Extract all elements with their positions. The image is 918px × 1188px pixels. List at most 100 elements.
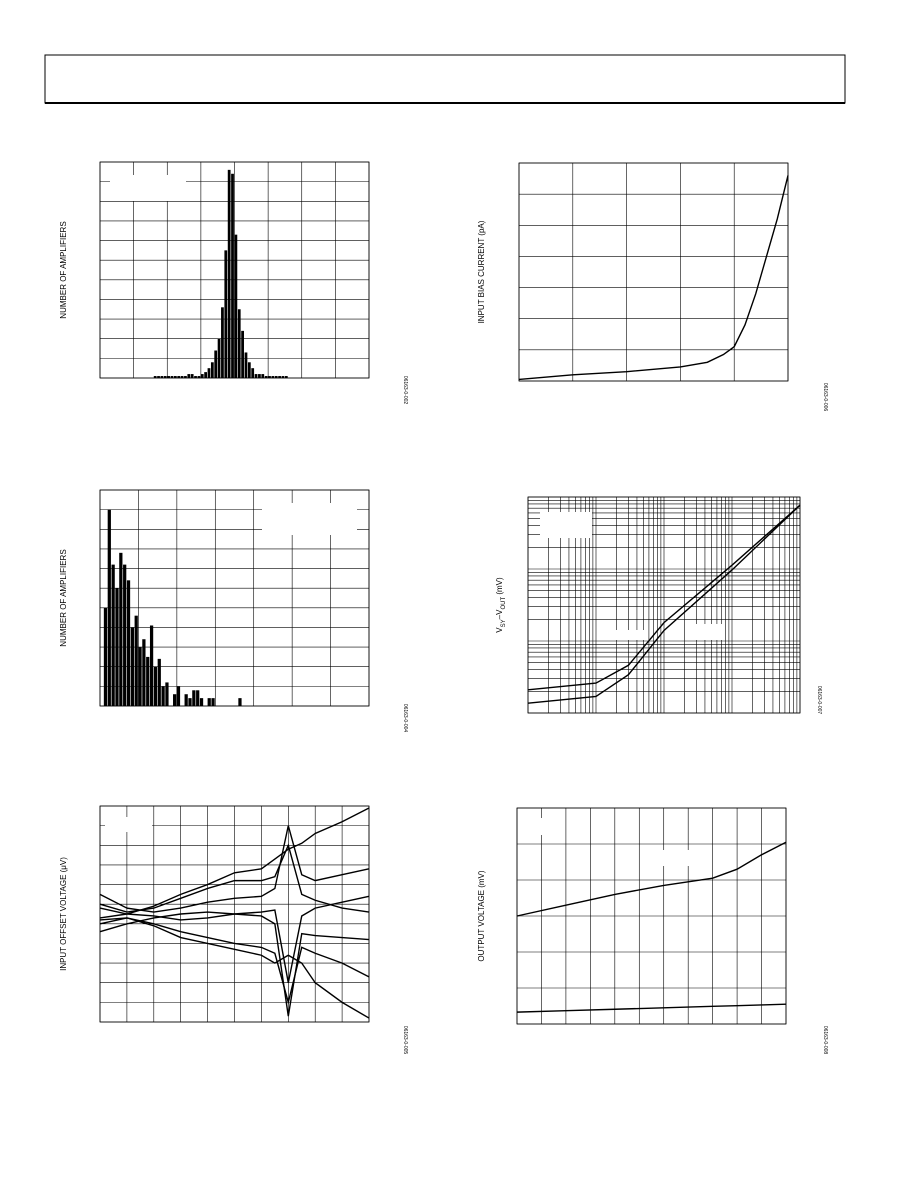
histogram-bar	[264, 376, 268, 378]
data-line	[99, 807, 370, 915]
histogram-bar	[244, 352, 248, 378]
data-line	[99, 917, 370, 1006]
data-line	[527, 504, 801, 691]
histogram-bar	[238, 698, 242, 706]
y-axis-label: VSY–VOUT (mV)	[495, 577, 507, 633]
legend-box	[105, 817, 152, 832]
data-line	[99, 843, 370, 913]
histogram-bar	[199, 698, 204, 706]
histogram-bar	[184, 376, 187, 378]
histogram-bar	[197, 376, 201, 378]
y-axis-label: NUMBER OF AMPLIFIERS	[59, 221, 68, 318]
data-line	[518, 175, 789, 381]
chart: INPUT OFFSET VOLTAGE (μV) 06163-0-005	[59, 805, 408, 1055]
plot-area	[519, 163, 788, 381]
histogram-bar	[173, 376, 177, 378]
histogram-bar	[180, 376, 184, 378]
plot-border	[99, 805, 370, 1023]
histogram-bar	[217, 338, 221, 378]
histogram-bar	[258, 374, 261, 378]
histogram-bar	[134, 615, 138, 706]
y-axis-label-part: V	[495, 627, 504, 633]
histogram-bar	[177, 376, 181, 378]
chart: VSY–VOUT (mV) 06163-0-007	[495, 496, 822, 715]
y-axis-label-part: SY	[501, 619, 507, 627]
histogram-bar	[231, 173, 234, 378]
histogram-bar	[173, 694, 177, 706]
histogram-bar	[227, 169, 231, 378]
legend-box	[540, 512, 592, 538]
histogram-bar	[224, 250, 228, 378]
legend-box	[262, 503, 357, 535]
histogram-bar	[149, 625, 154, 706]
histogram-bar	[130, 627, 134, 706]
figure-code: 06163-0-002	[402, 376, 408, 405]
histogram-bar	[157, 376, 160, 378]
legend-box	[538, 818, 548, 835]
y-axis-label: INPUT BIAS CURRENT (pA)	[477, 220, 486, 323]
plot-border	[527, 496, 801, 714]
plot-border	[99, 489, 370, 707]
legend-box	[603, 630, 648, 640]
histogram-bar	[251, 368, 255, 378]
histogram-bar	[207, 698, 211, 706]
histogram-bar	[207, 368, 211, 378]
histogram-bar	[138, 647, 142, 706]
chart: INPUT BIAS CURRENT (pA) 06163-0-006	[477, 162, 828, 411]
histogram-bar	[281, 376, 285, 378]
histogram-bar	[107, 509, 111, 706]
histogram-bar	[160, 376, 164, 378]
chart: OUTPUT VOLTAGE (mV) 06163-0-008	[477, 807, 828, 1055]
histogram-bar	[165, 682, 169, 706]
histogram-bar	[188, 698, 192, 706]
histogram-bar	[161, 686, 165, 706]
histogram-bar	[234, 234, 238, 378]
y-axis-label-part: (mV)	[495, 577, 504, 597]
histogram-bar	[284, 376, 288, 378]
histogram-bar	[237, 309, 241, 378]
figure-code: 06163-0-004	[402, 704, 408, 733]
histogram-bar	[200, 374, 204, 378]
histogram-bar	[163, 376, 167, 378]
figure-code: 06163-0-005	[402, 1026, 408, 1055]
histogram-bar	[111, 564, 115, 706]
histogram-bar	[170, 376, 174, 378]
plot-border	[516, 807, 787, 1025]
histogram-bar	[211, 698, 215, 706]
header-box	[44, 54, 846, 104]
histogram-bar	[157, 658, 161, 706]
histogram-bar	[123, 564, 127, 706]
data-line	[99, 895, 370, 983]
histogram-bar	[184, 694, 188, 706]
histogram-bar	[268, 376, 271, 378]
histogram-bar	[254, 374, 258, 378]
histogram-bar	[153, 376, 157, 378]
histogram-bar	[153, 666, 158, 706]
histogram-bar	[261, 374, 265, 378]
data-line	[99, 917, 370, 1019]
y-axis-label: INPUT OFFSET VOLTAGE (μV)	[59, 857, 68, 971]
chart: NUMBER OF AMPLIFIERS 06163-0-004	[59, 489, 408, 733]
histogram-bar	[103, 607, 108, 706]
data-line	[516, 1003, 787, 1013]
legend-box	[690, 624, 722, 640]
figure-code: 06163-0-007	[816, 686, 822, 715]
histogram-bar	[115, 588, 119, 706]
y-axis-label: OUTPUT VOLTAGE (mV)	[477, 870, 486, 961]
histogram-bar	[241, 330, 244, 378]
data-line	[516, 841, 787, 917]
chart: NUMBER OF AMPLIFIERS 06163-0-002	[59, 161, 408, 405]
histogram-bar	[247, 362, 251, 378]
histogram-bar	[204, 372, 207, 378]
figure-code: 06163-0-008	[822, 1026, 828, 1055]
histogram-bar	[142, 639, 146, 706]
histogram-bar	[214, 350, 218, 378]
y-axis-label-part: –V	[495, 609, 504, 619]
data-line	[527, 504, 801, 704]
histogram-bar	[278, 376, 281, 378]
plot-border	[99, 161, 370, 379]
histogram-bar	[119, 552, 123, 706]
histogram-bar	[271, 376, 275, 378]
histogram-bar	[176, 686, 181, 706]
